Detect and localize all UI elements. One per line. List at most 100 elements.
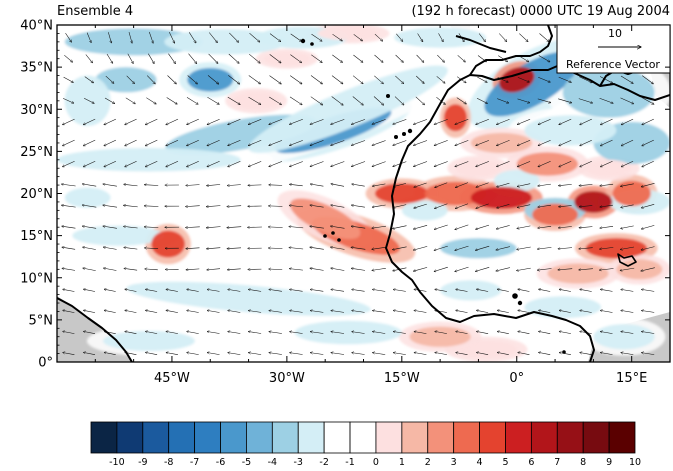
wind-vector-402 [579, 76, 592, 83]
wind-vector-235 [124, 184, 138, 187]
wind-vector-84 [600, 310, 613, 313]
wind-vector-96 [248, 289, 262, 292]
wind-vector-114 [621, 289, 634, 292]
anomaly-core-36 [290, 198, 361, 240]
wind-vector-50 [497, 331, 509, 334]
wind-vector-232 [61, 184, 76, 187]
anomaly-core-3 [248, 65, 448, 153]
island-bioko [562, 350, 566, 354]
wind-vector-57 [641, 332, 655, 334]
wind-vector-41 [310, 332, 324, 334]
anomaly-core-47 [547, 263, 609, 284]
wind-vector-391 [352, 75, 363, 84]
wind-vector-458 [539, 33, 550, 42]
anomaly-core-34 [585, 238, 648, 259]
colorbar-box-8 [297, 421, 325, 454]
wind-vector-444 [249, 32, 260, 42]
wind-vector-180 [186, 227, 200, 228]
wind-vector-425 [457, 55, 466, 62]
wind-vector-325 [187, 118, 199, 125]
wind-vector-382 [167, 75, 177, 85]
wind-vector-178 [144, 227, 159, 228]
wind-vector-228 [579, 206, 593, 207]
wind-vector-103 [393, 289, 406, 292]
wind-vector-85 [621, 310, 634, 313]
anomaly-core-33 [612, 180, 651, 207]
wind-vector-356 [227, 96, 240, 105]
colorbar-label-16: 6 [528, 457, 534, 468]
wind-vector-370 [517, 98, 530, 103]
anomaly-core-49 [455, 159, 502, 177]
wind-vector-269 [228, 161, 241, 166]
wind-vector-421 [374, 54, 384, 62]
colorbar-box-4 [194, 421, 221, 454]
wind-vector-247 [372, 183, 386, 186]
y-tick-label-6: 30°N [20, 103, 53, 118]
wind-vector-445 [269, 33, 281, 42]
wind-vector-453 [438, 33, 444, 42]
wind-vector-182 [227, 227, 242, 228]
anomaly-core-43 [263, 51, 310, 66]
wind-vector-242 [269, 185, 283, 186]
wind-vector-227 [559, 206, 572, 207]
wind-vector-417 [290, 54, 301, 63]
wind-vector-260 [641, 183, 655, 187]
wind-vector-397 [477, 76, 487, 82]
wind-vector-223 [476, 203, 489, 209]
wind-vector-450 [374, 33, 383, 41]
wind-vector-272 [289, 161, 303, 167]
wind-vector-274 [331, 161, 345, 167]
wind-vector-48 [456, 331, 468, 334]
y-tick-label-2: 10°N [20, 271, 53, 286]
wind-vector-174 [62, 226, 76, 229]
anomaly-core-32 [574, 190, 613, 213]
wind-vector-71 [331, 311, 345, 313]
island-madeira [386, 94, 390, 98]
wind-vector-302 [310, 140, 324, 145]
x-tick-label-1: 30°W [269, 371, 305, 386]
wind-vector-315 [580, 139, 592, 146]
wind-vector-364 [394, 96, 404, 106]
wind-vector-311 [496, 140, 510, 145]
wind-vector-259 [620, 183, 634, 187]
wind-vector-143 [620, 267, 635, 270]
wind-vector-385 [228, 75, 239, 84]
wind-vector-86 [641, 311, 655, 313]
wind-vector-73 [372, 311, 386, 313]
wind-vector-278 [413, 161, 428, 167]
y-tick-label-3: 15°N [20, 229, 53, 244]
wind-vector-66 [228, 310, 241, 313]
wind-vector-26 [600, 353, 613, 355]
colorbar-box-19 [582, 421, 610, 454]
colorbar-box-12 [401, 421, 429, 454]
wind-vector-257 [579, 184, 593, 185]
wind-vector-414 [228, 53, 239, 63]
wind-vector-443 [229, 32, 238, 43]
wind-vector-89 [104, 289, 116, 292]
wind-vector-276 [372, 161, 386, 167]
island-cape-verde-1 [323, 234, 327, 238]
wind-vector-112 [580, 289, 592, 292]
wind-vector-97 [269, 289, 282, 292]
wind-vector-387 [269, 75, 282, 84]
wind-vector-136 [475, 267, 490, 271]
wind-vector-316 [600, 139, 613, 146]
coastline-lake-chad [617, 253, 637, 267]
wind-vector-47 [435, 331, 447, 334]
colorbar-box-11 [375, 421, 403, 454]
wind-vector-258 [600, 183, 614, 186]
wind-vector-218 [372, 204, 386, 207]
wind-vector-439 [149, 31, 153, 43]
wind-vector-82 [559, 310, 571, 313]
colorbar-label-9: -1 [345, 457, 354, 468]
wind-vector-100 [331, 289, 345, 292]
y-tick-label-7: 35°N [20, 61, 53, 76]
wind-vector-266 [166, 160, 179, 167]
anomaly-core-7 [187, 67, 234, 92]
wind-vector-127 [289, 269, 303, 271]
wind-vector-59 [83, 310, 96, 313]
wind-vector-211 [227, 206, 242, 207]
wind-vector-225 [517, 204, 531, 208]
wind-vector-404 [620, 75, 633, 84]
anomaly-core-23 [440, 280, 502, 301]
